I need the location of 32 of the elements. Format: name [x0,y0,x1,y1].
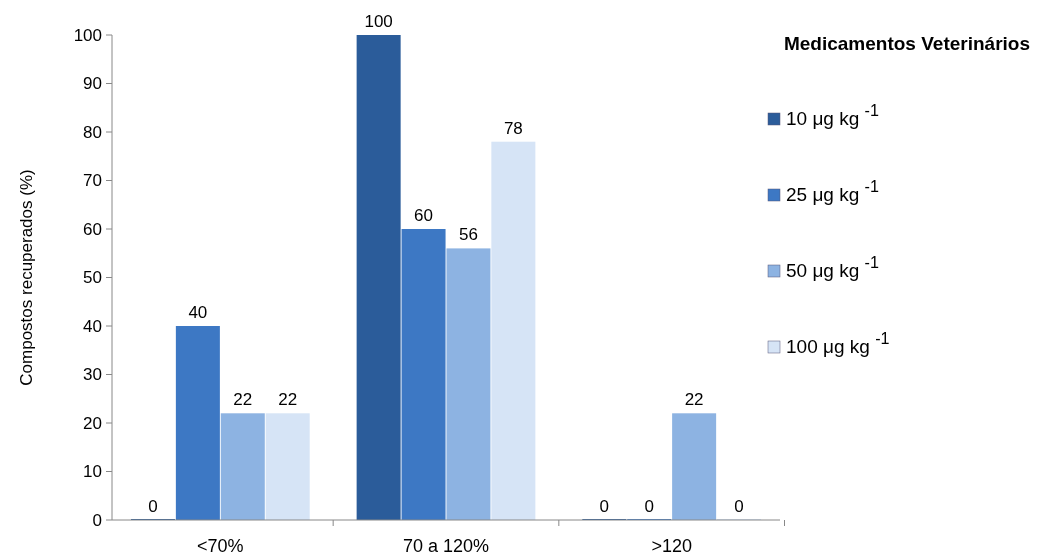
y-tick-label: 50 [83,268,102,288]
data-label: 0 [148,497,158,516]
legend-label: 100 μg kg $^{-1}$ [786,329,890,357]
data-label: 22 [684,390,704,410]
y-tick-label: 90 [83,74,102,94]
data-label: 40 [188,303,208,322]
data-label: 78 [503,118,523,138]
legend-label: 25 μg kg $^{-1}$ [786,177,879,205]
data-label: 0 [734,497,744,516]
y-tick-label: 60 [83,219,102,239]
y-tick-label: 30 [83,365,102,385]
data-label: 56 [458,225,478,245]
legend-label: 10 μg kg $^{-1}$ [786,101,879,129]
y-tick-label: 20 [83,413,102,433]
x-tick-label: 70 a 120% [402,536,490,556]
y-tick-label: 70 [83,171,102,191]
y-tick-label: 0 [92,510,102,530]
data-label: 60 [414,206,434,225]
legend-label: 50 μg kg $^{-1}$ [786,253,879,281]
y-tick-label: 40 [83,316,102,336]
y-axis-title: Compostos recuperados (%) [17,169,36,386]
data-label: 0 [599,497,610,516]
x-tick-label: <70% [197,536,244,556]
data-label: 0 [644,497,654,516]
x-tick-label: >120 [651,536,692,556]
y-tick-label: 10 [83,462,102,482]
y-tick-label: 100 [73,25,102,45]
data-label: 100 [364,12,393,31]
y-tick-label: 80 [83,122,102,142]
legend-title: Medicamentos Veterinários [783,33,1030,54]
data-label: 22 [278,390,298,410]
data-label: 22 [233,390,253,410]
